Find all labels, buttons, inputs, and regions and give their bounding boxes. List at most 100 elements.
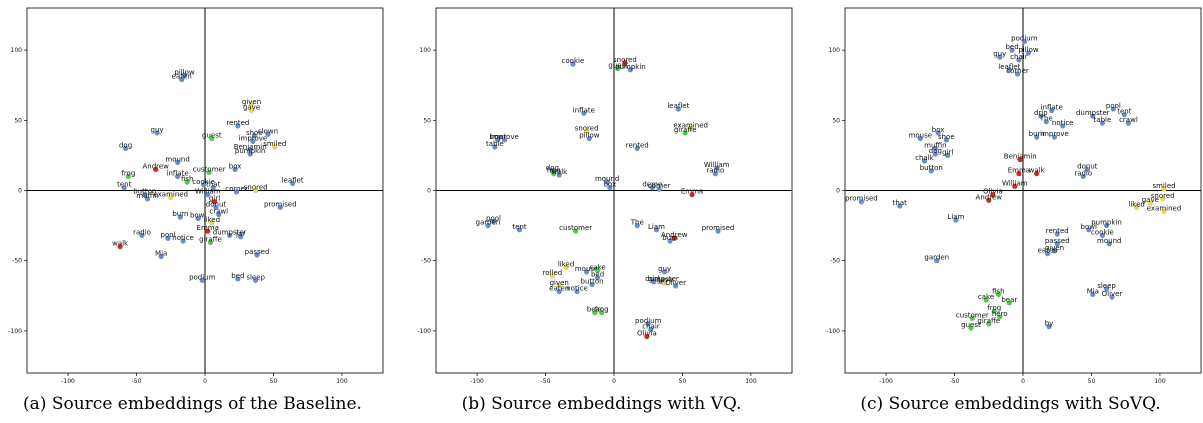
embedding-point (1060, 123, 1066, 129)
point-label: pool (1106, 102, 1121, 110)
y-tick-label: -50 (421, 258, 431, 265)
embedding-point (1012, 183, 1018, 189)
point-label: Benjamin (1004, 153, 1037, 161)
embedding-point (1109, 294, 1115, 300)
point-label: bed (591, 271, 604, 279)
embedding-point (549, 273, 555, 279)
embedding-point (1147, 200, 1153, 206)
point-label: gave (656, 276, 673, 284)
point-label: pool (161, 231, 176, 239)
embedding-point (715, 228, 721, 234)
embedding-point (254, 252, 260, 258)
embedding-point (153, 166, 159, 173)
point-label: girl (209, 195, 220, 203)
embedding-point (1125, 120, 1132, 126)
embedding-point (645, 321, 651, 327)
y-tick-label: 0 (18, 188, 22, 195)
point-label: garden (476, 219, 501, 227)
x-tick-label: -50 (950, 378, 960, 385)
point-label: muffin (136, 192, 158, 200)
point-label: table (486, 140, 504, 148)
embedding-point (1049, 107, 1055, 114)
point-label: pillow (174, 68, 195, 76)
point-label: that (206, 181, 220, 189)
embedding-point (712, 171, 718, 177)
embedding-point (175, 173, 181, 180)
point-label: Liam (648, 223, 665, 231)
embedding-point (247, 151, 253, 157)
embedding-point (232, 166, 238, 173)
embedding-point (662, 269, 668, 275)
point-label: William (1002, 179, 1028, 187)
point-label: cookie (192, 178, 215, 186)
point-label: gave (1142, 196, 1159, 204)
x-tick-label: -100 (879, 378, 893, 385)
embedding-point (662, 280, 668, 286)
embedding-point (1006, 67, 1012, 73)
y-tick-label: 50 (423, 117, 431, 124)
embedding-point (570, 61, 576, 67)
point-label: Emma (1008, 167, 1030, 175)
point-label: customer (559, 224, 592, 232)
point-label: examined (1147, 205, 1182, 213)
embedding-point (1014, 71, 1021, 77)
point-label: crawl (209, 207, 228, 215)
point-label: cake (978, 293, 994, 301)
embedding-point (1161, 208, 1167, 215)
embedding-point (139, 232, 145, 239)
point-label: by (1045, 320, 1054, 328)
embedding-point (144, 196, 151, 202)
point-label: hero (992, 310, 1008, 318)
embedding-point (653, 227, 660, 233)
point-label: snored (1151, 192, 1175, 200)
point-label: liked (1128, 200, 1144, 208)
embedding-point (277, 204, 283, 210)
point-label: improve (490, 133, 519, 141)
embedding-point (589, 281, 595, 288)
embedding-point (986, 321, 992, 327)
embedding-point (573, 228, 579, 234)
point-label: pillow (1018, 46, 1039, 54)
point-label: cake (589, 264, 605, 272)
embedding-point (154, 130, 160, 136)
point-label: muffin (924, 141, 946, 149)
point-label: bowl (1081, 223, 1097, 231)
point-label: fish (992, 287, 1005, 295)
point-label: bowl (489, 133, 505, 141)
point-label: pumpkin (615, 63, 646, 71)
embedding-point (213, 204, 219, 210)
embedding-point (1086, 227, 1092, 233)
caption-vq: (b) Source embeddings with VQ. (461, 394, 742, 414)
point-label: improve (1040, 130, 1069, 138)
point-label: dumpster (645, 275, 679, 283)
embedding-point (205, 228, 211, 234)
embedding-point (953, 217, 959, 223)
embedding-point (1051, 134, 1058, 140)
point-label: demo (642, 181, 662, 189)
x-tick-label: 0 (612, 378, 616, 385)
embedding-point (184, 179, 190, 185)
embedding-point (485, 222, 491, 229)
point-label: mouse (575, 265, 599, 273)
point-label: box (229, 162, 242, 170)
embedding-point (490, 218, 497, 224)
point-label: chalk (915, 154, 935, 162)
point-label: walk (551, 168, 568, 176)
embedding-point (592, 310, 598, 316)
embedding-point (199, 277, 205, 283)
x-tick-label: -50 (132, 378, 142, 385)
point-label: podium (635, 317, 662, 325)
embedding-point (117, 244, 123, 250)
point-label: shoe (938, 133, 955, 141)
embedding-point (969, 315, 975, 321)
point-label: customer (956, 311, 989, 319)
embedding-point (581, 110, 587, 116)
embedding-point (943, 137, 949, 143)
embedding-point (195, 215, 201, 222)
point-label: corner (225, 185, 248, 193)
embedding-point (175, 159, 181, 166)
point-label: pillow (579, 132, 600, 140)
embedding-point (1090, 291, 1096, 297)
embedding-point (574, 288, 580, 295)
